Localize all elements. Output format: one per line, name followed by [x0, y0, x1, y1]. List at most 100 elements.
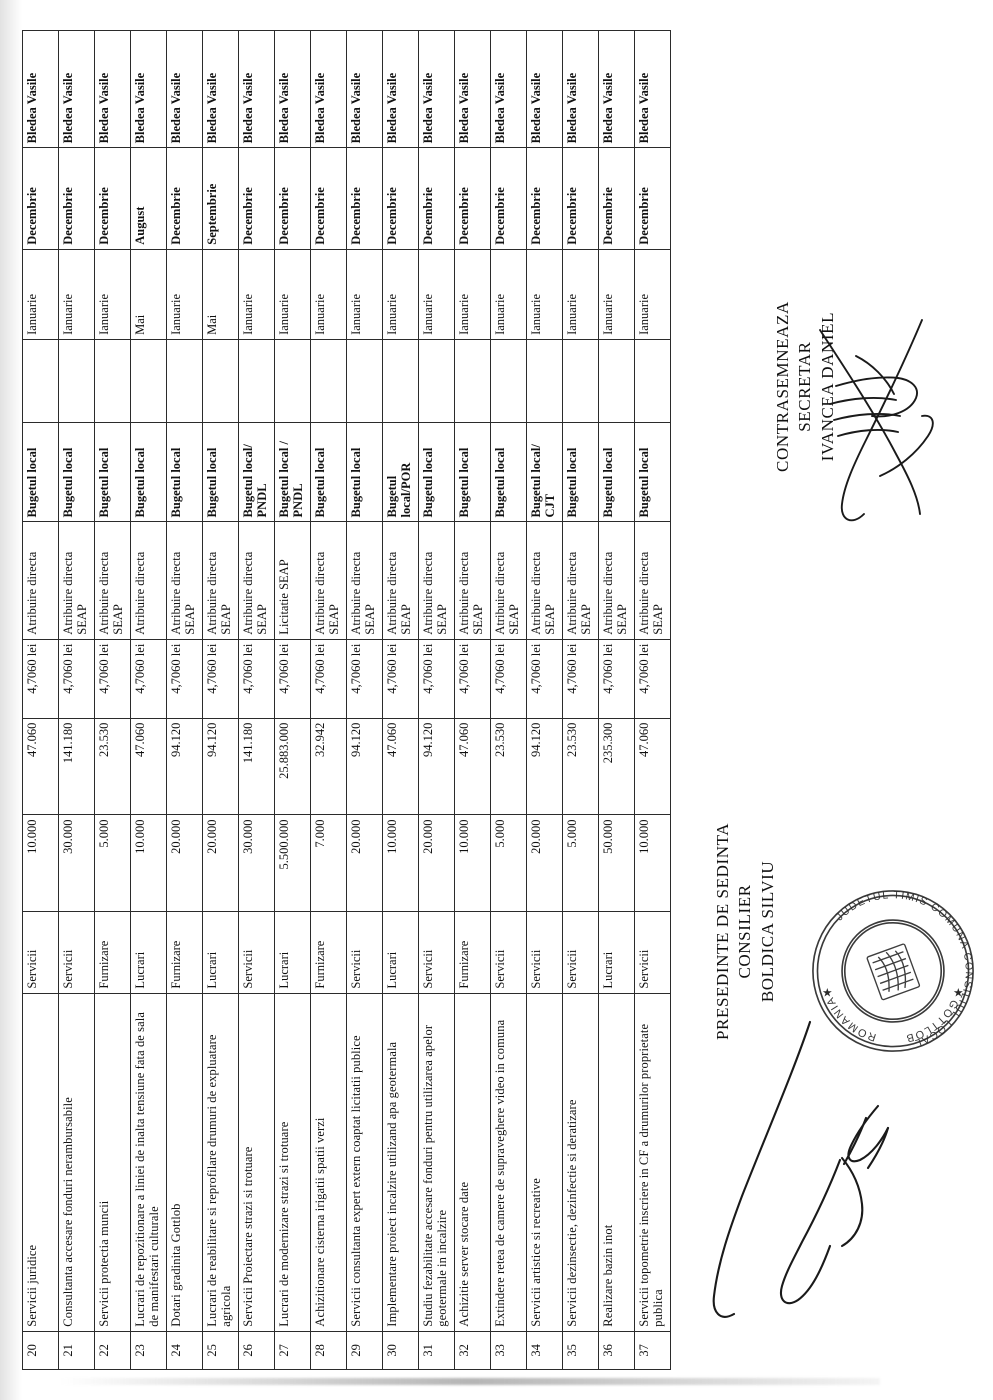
- cell-value-with-vat: 47.060: [22, 718, 59, 815]
- cell-index: 22: [94, 1331, 131, 1370]
- cell-start-month: Ianuarie: [382, 249, 419, 340]
- cell-blank: [166, 339, 203, 423]
- cell-description: Implementare proiect incalzire utilizand…: [382, 993, 419, 1332]
- cell-description: Servicii topometrie inscriere in CF a dr…: [634, 993, 671, 1332]
- cell-procedure: Atribuire directa SEAP: [94, 521, 131, 640]
- cell-type: Servicii: [238, 911, 275, 994]
- cell-index: 23: [130, 1331, 167, 1370]
- cell-funding: Bugetul local / PNDL: [274, 422, 311, 522]
- cell-exchange-rate: 4,7060 lei: [130, 639, 167, 719]
- cell-funding: Bugetul local: [202, 422, 239, 522]
- cell-end-month: August: [130, 147, 167, 250]
- cell-funding: Bugetul local: [598, 422, 635, 522]
- table-row: 24 Dotari gradinita Gottlob Furnizare 20.00…: [166, 30, 203, 1370]
- procurement-table-body: 20 Servicii juridice Servicii 10.000 47.060 4…: [22, 30, 671, 1370]
- cell-exchange-rate: 4,7060 lei: [418, 639, 455, 719]
- cell-start-month: Mai: [202, 249, 239, 340]
- cell-funding: Bugetul local: [562, 422, 599, 522]
- stamp-star-left: ★: [822, 985, 833, 999]
- cell-description: Servicii juridice: [22, 993, 59, 1332]
- cell-value-no-vat: 10.000: [22, 815, 59, 912]
- cell-responsible: Bledea Vasile: [274, 30, 311, 148]
- cell-value-with-vat: 32.942: [310, 718, 347, 815]
- cell-end-month: Decembrie: [94, 147, 131, 250]
- cell-procedure: Atribuire directa SEAP: [526, 521, 563, 640]
- cell-value-no-vat: 20.000: [346, 815, 383, 912]
- table-row: 30 Implementare proiect incalzire utiliza…: [382, 30, 419, 1370]
- cell-end-month: Decembrie: [418, 147, 455, 250]
- cell-type: Servicii: [418, 911, 455, 994]
- cell-start-month: Ianuarie: [166, 249, 203, 340]
- cell-end-month: Decembrie: [238, 147, 275, 250]
- table-row: 37 Servicii topometrie inscriere in CF a …: [634, 30, 671, 1370]
- table-row: 34 Servicii artistice si recreative Servic…: [526, 30, 563, 1370]
- cell-description: Lucrari de modernizare strazi si trotuar…: [274, 993, 311, 1332]
- cell-funding: Bugetul local/ PNDL: [238, 422, 275, 522]
- cell-procedure: Atribuire directa SEAP: [490, 521, 527, 640]
- cell-funding: Bugetul local: [310, 422, 347, 522]
- cell-description: Achizitie server stocare date: [454, 993, 491, 1332]
- cell-blank: [94, 339, 131, 423]
- cell-start-month: Ianuarie: [22, 249, 59, 340]
- cell-type: Servicii: [562, 911, 599, 994]
- cell-start-month: Ianuarie: [310, 249, 347, 340]
- cell-value-with-vat: 47.060: [454, 718, 491, 815]
- secretary-role-line: CONTRASEMNEAZA: [773, 301, 792, 472]
- cell-procedure: Atribuire directa: [130, 521, 167, 640]
- cell-value-with-vat: 23.530: [490, 718, 527, 815]
- cell-value-with-vat: 94.120: [526, 718, 563, 815]
- table-row: 26 Servicii Proiectare strazi si trotuare…: [238, 30, 275, 1370]
- cell-index: 35: [562, 1331, 599, 1370]
- cell-value-no-vat: 50.000: [598, 815, 635, 912]
- cell-end-month: Decembrie: [58, 147, 95, 250]
- cell-start-month: Ianuarie: [526, 249, 563, 340]
- table-row: 25 Lucrari de reabilitare si reprofilare …: [202, 30, 239, 1370]
- cell-responsible: Bledea Vasile: [562, 30, 599, 148]
- cell-procedure: Atribuire directa SEAP: [58, 521, 95, 640]
- cell-start-month: Ianuarie: [454, 249, 491, 340]
- cell-index: 28: [310, 1331, 347, 1370]
- stamp-star-right: ★: [953, 985, 964, 999]
- cell-funding: Bugetul local/POR: [382, 422, 419, 522]
- cell-value-no-vat: 20.000: [526, 815, 563, 912]
- cell-start-month: Ianuarie: [418, 249, 455, 340]
- cell-funding: Bugetul local: [94, 422, 131, 522]
- cell-index: 26: [238, 1331, 275, 1370]
- cell-blank: [22, 339, 59, 423]
- cell-blank: [310, 339, 347, 423]
- cell-index: 20: [22, 1331, 59, 1370]
- cell-type: Furnizare: [454, 911, 491, 994]
- president-role-line: PRESEDINTE DE SEDINTA: [713, 822, 732, 1040]
- cell-end-month: Decembrie: [454, 147, 491, 250]
- cell-value-no-vat: 10.000: [454, 815, 491, 912]
- cell-responsible: Bledea Vasile: [58, 30, 95, 148]
- cell-blank: [382, 339, 419, 423]
- cell-value-no-vat: 5.000: [94, 815, 131, 912]
- cell-procedure: Atribuire directa SEAP: [202, 521, 239, 640]
- table-row: 28 Achizitionare cisterna irigatii spatii…: [310, 30, 347, 1370]
- cell-start-month: Ianuarie: [634, 249, 671, 340]
- cell-funding: Bugetul local: [130, 422, 167, 522]
- cell-exchange-rate: 4,7060 lei: [274, 639, 311, 719]
- cell-end-month: Decembrie: [526, 147, 563, 250]
- cell-type: Lucrari: [382, 911, 419, 994]
- cell-blank: [418, 339, 455, 423]
- table-row: 23 Lucrari de repozitionare a liniei de i…: [130, 30, 167, 1370]
- cell-end-month: Decembrie: [562, 147, 599, 250]
- cell-exchange-rate: 4,7060 lei: [58, 639, 95, 719]
- cell-value-no-vat: 20.000: [166, 815, 203, 912]
- cell-procedure: Licitatie SEAP: [274, 521, 311, 640]
- cell-responsible: Bledea Vasile: [418, 30, 455, 148]
- cell-responsible: Bledea Vasile: [310, 30, 347, 148]
- cell-type: Furnizare: [310, 911, 347, 994]
- cell-value-with-vat: 94.120: [166, 718, 203, 815]
- cell-blank: [562, 339, 599, 423]
- cell-procedure: Atribuire directa SEAP: [418, 521, 455, 640]
- cell-description: Lucrari de repozitionare a liniei de ina…: [130, 993, 167, 1332]
- scan-bottom-smudge: [60, 1378, 880, 1385]
- cell-procedure: Atribuire directa SEAP: [346, 521, 383, 640]
- cell-procedure: Atribuire directa SEAP: [310, 521, 347, 640]
- cell-value-no-vat: 10.000: [382, 815, 419, 912]
- cell-index: 27: [274, 1331, 311, 1370]
- cell-value-with-vat: 47.060: [130, 718, 167, 815]
